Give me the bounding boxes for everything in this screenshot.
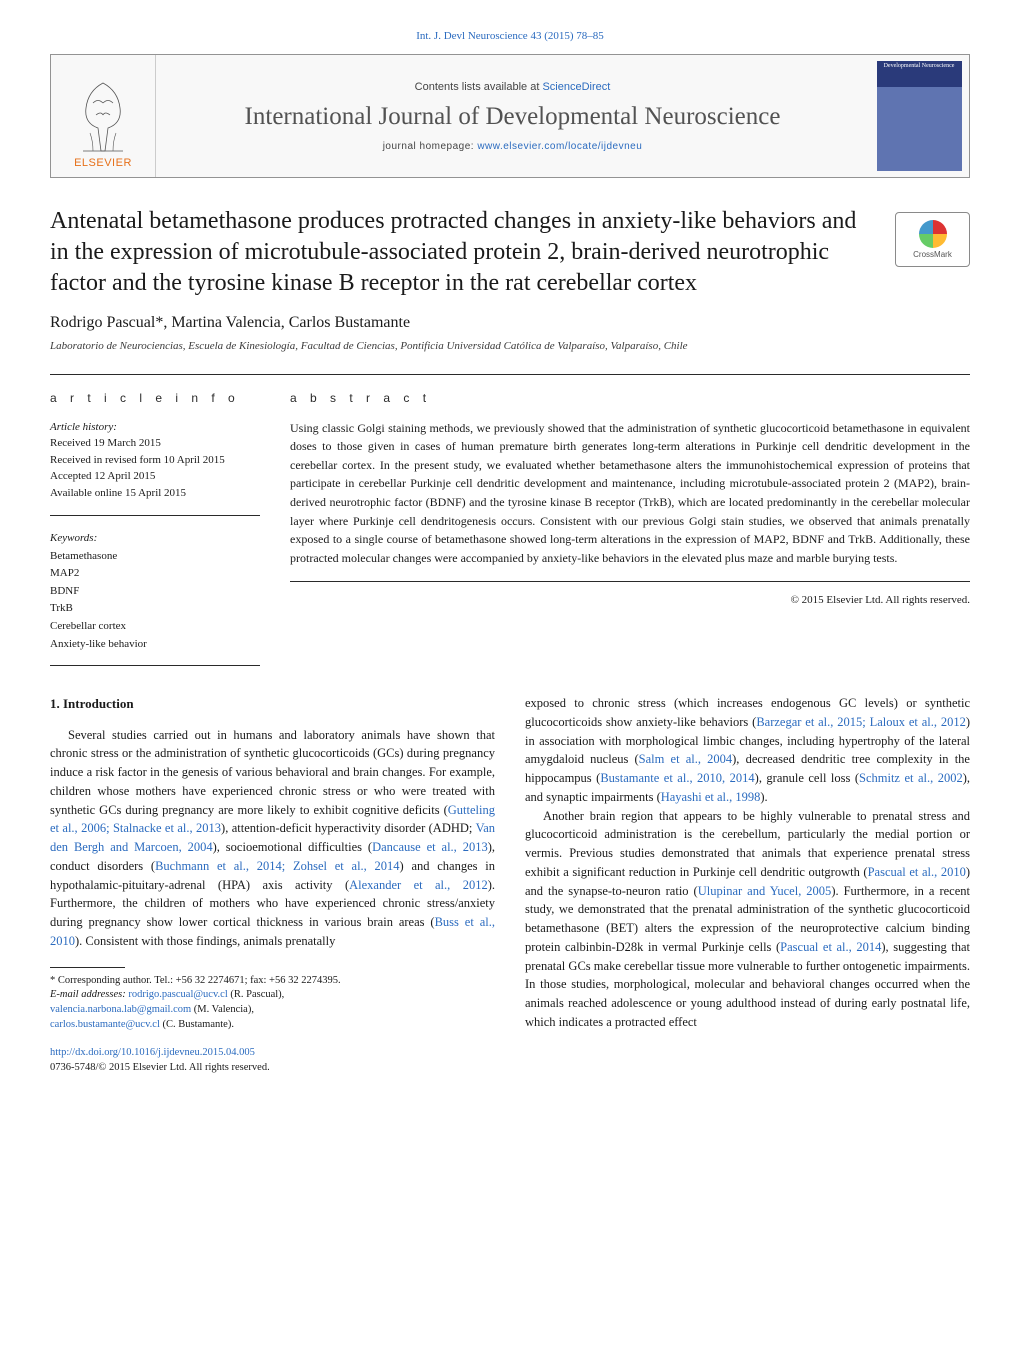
keyword-item: TrkB bbox=[50, 600, 260, 618]
abstract-text: Using classic Golgi staining methods, we… bbox=[290, 419, 970, 583]
abstract-copyright: © 2015 Elsevier Ltd. All rights reserved… bbox=[290, 590, 970, 618]
contents-prefix: Contents lists available at bbox=[415, 81, 543, 93]
keywords-title: Keywords: bbox=[50, 530, 260, 548]
issn-copyright: 0736-5748/© 2015 Elsevier Ltd. All right… bbox=[50, 1061, 495, 1076]
article-history: Article history: Received 19 March 2015 … bbox=[50, 419, 260, 517]
homepage-link[interactable]: www.elsevier.com/locate/ijdevneu bbox=[477, 141, 642, 152]
citation-link[interactable]: Ulupinar and Yucel, 2005 bbox=[698, 884, 832, 898]
history-revised: Received in revised form 10 April 2015 bbox=[50, 452, 260, 469]
homepage-prefix: journal homepage: bbox=[383, 141, 478, 152]
history-online: Available online 15 April 2015 bbox=[50, 485, 260, 502]
keyword-item: Cerebellar cortex bbox=[50, 618, 260, 636]
citation-link[interactable]: Barzegar et al., 2015; Laloux et al., 20… bbox=[756, 715, 966, 729]
body-text: ). bbox=[760, 790, 767, 804]
corresponding-author: * Corresponding author. Tel.: +56 32 227… bbox=[50, 974, 495, 989]
citation-link[interactable]: Schmitz et al., 2002 bbox=[859, 771, 963, 785]
info-label: a r t i c l e i n f o bbox=[50, 391, 260, 405]
citation-link[interactable]: Salm et al., 2004 bbox=[639, 752, 732, 766]
journal-name: International Journal of Developmental N… bbox=[245, 103, 781, 131]
doi-block: http://dx.doi.org/10.1016/j.ijdevneu.201… bbox=[50, 1046, 495, 1075]
body-text: Several studies carried out in humans an… bbox=[50, 728, 495, 817]
publisher-logo-box: ELSEVIER bbox=[51, 55, 156, 177]
keyword-item: Betamethasone bbox=[50, 548, 260, 566]
page: Int. J. Devl Neuroscience 43 (2015) 78–8… bbox=[0, 0, 1020, 1106]
keyword-item: Anxiety-like behavior bbox=[50, 636, 260, 654]
title-row: Antenatal betamethasone produces protrac… bbox=[50, 206, 970, 300]
journal-cover-icon: Developmental Neuroscience bbox=[877, 61, 962, 171]
cover-thumb-title: Developmental Neuroscience bbox=[877, 61, 962, 87]
keyword-item: MAP2 bbox=[50, 565, 260, 583]
email-line: carlos.bustamante@ucv.cl (C. Bustamante)… bbox=[50, 1018, 495, 1033]
body-text: ). Consistent with those findings, anima… bbox=[75, 934, 335, 948]
crossmark-badge[interactable]: CrossMark bbox=[895, 212, 970, 267]
abstract-label: a b s t r a c t bbox=[290, 391, 970, 405]
abstract: a b s t r a c t Using classic Golgi stai… bbox=[290, 374, 970, 667]
contents-line: Contents lists available at ScienceDirec… bbox=[415, 81, 611, 93]
cover-thumb-box: Developmental Neuroscience bbox=[869, 55, 969, 177]
crossmark-icon bbox=[919, 220, 947, 248]
body-paragraph: Another brain region that appears to be … bbox=[525, 807, 970, 1032]
header-citation: Int. J. Devl Neuroscience 43 (2015) 78–8… bbox=[50, 30, 970, 42]
email-link[interactable]: rodrigo.pascual@ucv.cl bbox=[128, 989, 227, 1000]
authors: Rodrigo Pascual*, Martina Valencia, Carl… bbox=[50, 314, 970, 332]
history-title: Article history: bbox=[50, 419, 260, 436]
history-received: Received 19 March 2015 bbox=[50, 435, 260, 452]
crossmark-label: CrossMark bbox=[913, 250, 952, 259]
body-col-left: 1. Introduction Several studies carried … bbox=[50, 694, 495, 1076]
citation-link[interactable]: Dancause et al., 2013 bbox=[372, 840, 488, 854]
body-text: ), attention-deficit hyperactivity disor… bbox=[221, 821, 476, 835]
info-abstract-row: a r t i c l e i n f o Article history: R… bbox=[50, 374, 970, 667]
keywords-block: Keywords: Betamethasone MAP2 BDNF TrkB C… bbox=[50, 530, 260, 666]
citation-link[interactable]: Buchmann et al., 2014; Zohsel et al., 20… bbox=[155, 859, 399, 873]
email-link[interactable]: carlos.bustamante@ucv.cl bbox=[50, 1019, 160, 1030]
sciencedirect-link[interactable]: ScienceDirect bbox=[542, 81, 610, 93]
header-citation-link[interactable]: Int. J. Devl Neuroscience 43 (2015) 78–8… bbox=[416, 30, 604, 42]
masthead: ELSEVIER Contents lists available at Sci… bbox=[50, 54, 970, 178]
citation-link[interactable]: Alexander et al., 2012 bbox=[349, 878, 488, 892]
body-text: ), socioemotional difficulties ( bbox=[213, 840, 372, 854]
citation-link[interactable]: Pascual et al., 2014 bbox=[780, 940, 881, 954]
affiliation: Laboratorio de Neurociencias, Escuela de… bbox=[50, 340, 970, 352]
citation-link[interactable]: Bustamante et al., 2010, 2014 bbox=[600, 771, 754, 785]
body-col-right: exposed to chronic stress (which increas… bbox=[525, 694, 970, 1076]
email-person: (C. Bustamante). bbox=[160, 1019, 234, 1030]
email-person: (R. Pascual), bbox=[228, 989, 285, 1000]
section-heading-1: 1. Introduction bbox=[50, 694, 495, 714]
citation-link[interactable]: Hayashi et al., 1998 bbox=[661, 790, 761, 804]
email-person: (M. Valencia), bbox=[191, 1004, 254, 1015]
email-line: valencia.narbona.lab@gmail.com (M. Valen… bbox=[50, 1003, 495, 1018]
body-columns: 1. Introduction Several studies carried … bbox=[50, 694, 970, 1076]
homepage-line: journal homepage: www.elsevier.com/locat… bbox=[383, 141, 643, 152]
doi-link[interactable]: http://dx.doi.org/10.1016/j.ijdevneu.201… bbox=[50, 1047, 255, 1058]
masthead-center: Contents lists available at ScienceDirec… bbox=[156, 55, 869, 177]
footnotes: * Corresponding author. Tel.: +56 32 227… bbox=[50, 974, 495, 1033]
email-link[interactable]: valencia.narbona.lab@gmail.com bbox=[50, 1004, 191, 1015]
body-paragraph: exposed to chronic stress (which increas… bbox=[525, 694, 970, 807]
publisher-name: ELSEVIER bbox=[74, 157, 132, 169]
body-paragraph: Several studies carried out in humans an… bbox=[50, 726, 495, 951]
article-title: Antenatal betamethasone produces protrac… bbox=[50, 206, 875, 300]
email-label: E-mail addresses: bbox=[50, 989, 128, 1000]
footnote-separator bbox=[50, 967, 125, 968]
elsevier-tree-icon bbox=[68, 73, 138, 153]
citation-link[interactable]: Pascual et al., 2010 bbox=[868, 865, 966, 879]
article-info: a r t i c l e i n f o Article history: R… bbox=[50, 375, 260, 667]
body-text: ), granule cell loss ( bbox=[755, 771, 859, 785]
email-addresses: E-mail addresses: rodrigo.pascual@ucv.cl… bbox=[50, 988, 495, 1003]
keyword-item: BDNF bbox=[50, 583, 260, 601]
history-accepted: Accepted 12 April 2015 bbox=[50, 468, 260, 485]
